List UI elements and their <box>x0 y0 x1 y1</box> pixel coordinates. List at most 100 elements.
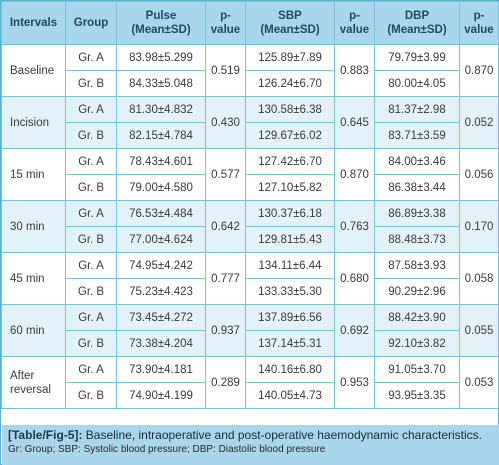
dbp-cell: 86.38±3.44 <box>374 174 460 201</box>
header-group: Group <box>65 1 117 45</box>
dbp-pvalue-cell: 0.053 <box>459 356 499 409</box>
interval-cell: Baseline <box>1 44 66 97</box>
dbp-pvalue-cell: 0.058 <box>459 252 499 305</box>
header-pulse: Pulse (Mean±SD) <box>116 1 206 45</box>
dbp-cell: 88.48±3.73 <box>374 226 460 253</box>
table-row: 60 min Gr. A 73.45±4.272 0.937 137.89±6.56 0.… <box>1 304 499 357</box>
interval-cell: 60 min <box>1 304 66 357</box>
pulse-pvalue-cell: 0.642 <box>205 200 246 253</box>
dbp-cell: 81.37±2.98 <box>374 96 460 123</box>
group-cell: Gr. A <box>65 200 117 227</box>
dbp-pvalue-cell: 0.870 <box>459 44 499 97</box>
pulse-cell: 83.98±5.299 <box>116 44 206 71</box>
group-cell: Gr. A <box>65 44 117 71</box>
sbp-pvalue-cell: 0.680 <box>334 252 375 305</box>
group-cell: Gr. A <box>65 148 117 175</box>
group-cell: Gr. A <box>65 96 117 123</box>
caption-title: [Table/Fig-5]: Baseline, intraoperative … <box>8 428 493 442</box>
header-sbp-pvalue: p-value <box>334 1 375 45</box>
table-row: Baseline Gr. A 83.98±5.299 0.519 125.89±7.89… <box>1 44 499 97</box>
pulse-pvalue-cell: 0.777 <box>205 252 246 305</box>
sbp-cell: 129.67±6.02 <box>245 122 335 149</box>
sbp-cell: 134.11±6.44 <box>245 252 335 279</box>
sbp-pvalue-cell: 0.953 <box>334 356 375 409</box>
sbp-cell: 130.37±6.18 <box>245 200 335 227</box>
pulse-cell: 79.00±4.580 <box>116 174 206 201</box>
pulse-cell: 73.45±4.272 <box>116 304 206 331</box>
sbp-cell: 126.24±6.70 <box>245 70 335 97</box>
header-dbp: DBP (Mean±SD) <box>374 1 460 45</box>
sbp-cell: 130.58±6.38 <box>245 96 335 123</box>
sbp-cell: 129.81±5.43 <box>245 226 335 253</box>
pulse-cell: 73.90±4.181 <box>116 356 206 383</box>
caption-text: Baseline, intraoperative and post-operat… <box>85 428 482 442</box>
dbp-cell: 88.42±3.90 <box>374 304 460 331</box>
table-caption: [Table/Fig-5]: Baseline, intraoperative … <box>2 425 499 465</box>
pulse-pvalue-cell: 0.430 <box>205 96 246 149</box>
pulse-cell: 75.23±4.423 <box>116 278 206 305</box>
sbp-cell: 127.10±5.82 <box>245 174 335 201</box>
interval-cell: 45 min <box>1 252 66 305</box>
interval-label: 45 min <box>10 272 45 285</box>
table-row: Gr. B 82.15±4.784 129.67±6.02 83.71±3.59 <box>2 122 499 149</box>
interval-label: Baseline <box>10 64 55 77</box>
sbp-pvalue-cell: 0.763 <box>334 200 375 253</box>
interval-label: 60 min <box>10 324 45 337</box>
sbp-cell: 125.89±7.89 <box>245 44 335 71</box>
table-row: Gr. B 74.90±4.199 140.05±4.73 93.95±3.35 <box>2 382 499 409</box>
interval-cell: Incision <box>1 96 66 149</box>
group-cell: Gr. B <box>65 174 117 201</box>
sbp-cell: 137.89±6.56 <box>245 304 335 331</box>
group-cell: Gr. B <box>65 226 117 253</box>
pulse-pvalue-cell: 0.937 <box>205 304 246 357</box>
sbp-pvalue-cell: 0.645 <box>334 96 375 149</box>
dbp-cell: 93.95±3.35 <box>374 382 460 409</box>
group-cell: Gr. B <box>65 278 117 305</box>
group-cell: Gr. A <box>65 356 117 383</box>
table-row: 45 min Gr. A 74.95±4.242 0.777 134.11±6.44 0.… <box>1 252 499 305</box>
pulse-cell: 81.30±4.832 <box>116 96 206 123</box>
pulse-cell: 74.95±4.242 <box>116 252 206 279</box>
group-cell: Gr. A <box>65 252 117 279</box>
dbp-cell: 92.10±3.82 <box>374 330 460 357</box>
dbp-pvalue-cell: 0.055 <box>459 304 499 357</box>
header-pulse-pvalue: p-value <box>205 1 246 45</box>
dbp-cell: 80.00±4.05 <box>374 70 460 97</box>
dbp-cell: 87.58±3.93 <box>374 252 460 279</box>
table-row: Gr. B 79.00±4.580 127.10±5.82 86.38±3.44 <box>2 174 499 201</box>
pulse-pvalue-cell: 0.577 <box>205 148 246 201</box>
table-row: Gr. B 77.00±4.624 129.81±5.43 88.48±3.73 <box>2 226 499 253</box>
table-body: Baseline Gr. A 83.98±5.299 0.519 125.89±7.89… <box>1 44 499 409</box>
interval-label: After <box>10 369 35 382</box>
table-row: Gr. B 84.33±5.048 126.24±6.70 80.00±4.05 <box>2 70 499 97</box>
table-row: Gr. B 75.23±4.423 133.33±5.30 90.29±2.96 <box>2 278 499 305</box>
header-intervals: Intervals <box>1 1 66 45</box>
interval-label: 15 min <box>10 168 45 181</box>
sbp-pvalue-cell: 0.883 <box>334 44 375 97</box>
sbp-cell: 127.42±6.70 <box>245 148 335 175</box>
dbp-pvalue-cell: 0.170 <box>459 200 499 253</box>
dbp-cell: 83.71±3.59 <box>374 122 460 149</box>
dbp-pvalue-cell: 0.056 <box>459 148 499 201</box>
pulse-cell: 82.15±4.784 <box>116 122 206 149</box>
pulse-pvalue-cell: 0.519 <box>205 44 246 97</box>
caption-tag: [Table/Fig-5]: <box>8 428 83 442</box>
table-row: Incision Gr. A 81.30±4.832 0.430 130.58±6.38… <box>1 96 499 149</box>
interval-label: Incision <box>10 116 49 129</box>
group-cell: Gr. B <box>65 122 117 149</box>
header-dbp-pvalue: p-value <box>459 1 499 45</box>
dbp-cell: 84.00±3.46 <box>374 148 460 175</box>
group-cell: Gr. B <box>65 330 117 357</box>
pulse-cell: 84.33±5.048 <box>116 70 206 97</box>
dbp-pvalue-cell: 0.052 <box>459 96 499 149</box>
pulse-cell: 77.00±4.624 <box>116 226 206 253</box>
pulse-cell: 78.43±4.601 <box>116 148 206 175</box>
pulse-cell: 74.90±4.199 <box>116 382 206 409</box>
pulse-cell: 73.38±4.204 <box>116 330 206 357</box>
interval-label: 30 min <box>10 220 45 233</box>
interval-cell: 30 min <box>1 200 66 253</box>
table-row: After reversal Gr. A 73.90±4.181 0.289 140.16… <box>1 356 499 409</box>
sbp-cell: 140.05±4.73 <box>245 382 335 409</box>
dbp-cell: 86.89±3.38 <box>374 200 460 227</box>
